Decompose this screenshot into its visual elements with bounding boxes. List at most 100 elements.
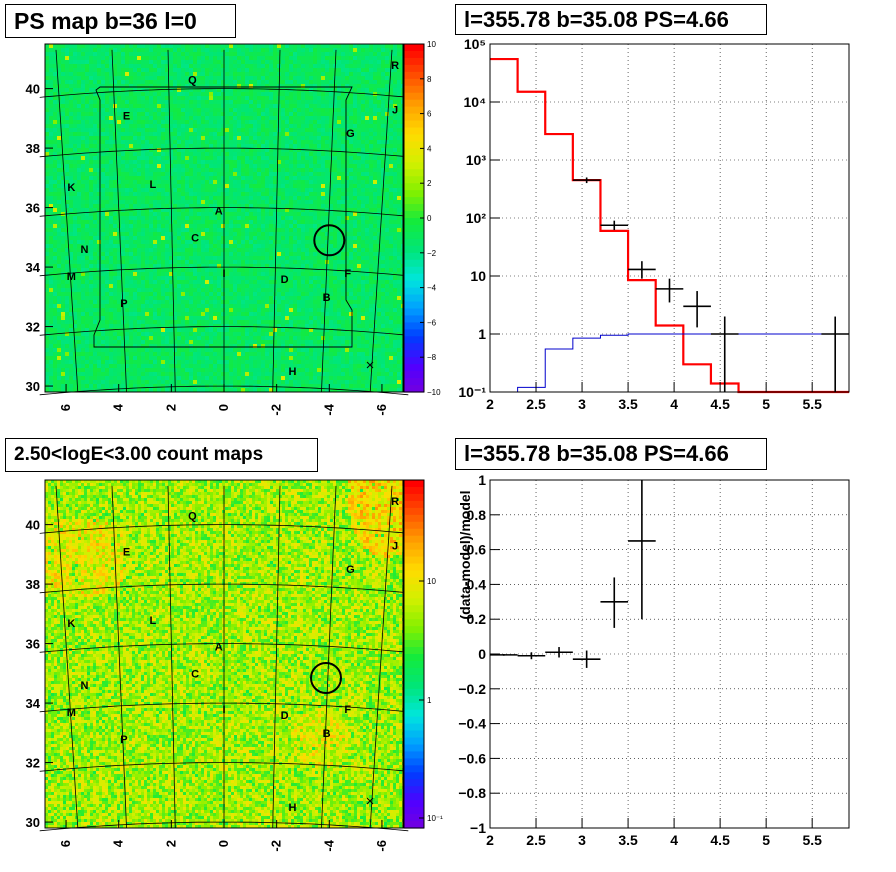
- map-label-a: A: [215, 642, 223, 654]
- x-tick-label: -2: [269, 404, 284, 416]
- x-tick-label: 5: [762, 396, 770, 412]
- longitude-line: [272, 485, 281, 829]
- x-tick-label: 5.5: [802, 396, 822, 412]
- colorbar-tick-label: 10: [427, 577, 436, 586]
- x-tick-label: -4: [321, 403, 336, 415]
- map-label-h: H: [288, 802, 296, 814]
- x-tick-label: 4: [670, 396, 678, 412]
- roi-outline: [93, 86, 353, 348]
- map-label-q: Q: [188, 75, 197, 87]
- x-tick-label: -6: [374, 404, 389, 416]
- longitude-line: [55, 485, 79, 829]
- longitude-line: [167, 485, 176, 829]
- colorbar-frame: [403, 479, 425, 829]
- x-tick-label: 4: [111, 839, 126, 847]
- colorbar-tick-label: 0: [427, 214, 432, 223]
- longitude-line: [321, 49, 337, 393]
- longitude-line: [55, 49, 79, 393]
- y-tick-label: 0.4: [467, 576, 487, 592]
- y-tick-label: −0.2: [458, 681, 486, 697]
- y-tick-label: −0.6: [458, 750, 486, 766]
- x-tick-label: 4: [111, 403, 126, 411]
- x-tick-label: 2: [486, 396, 494, 412]
- y-tick-label: −0.8: [458, 785, 486, 801]
- map-label-l: L: [150, 179, 157, 191]
- x-tick-label: 0: [216, 840, 231, 847]
- y-tick-label: 40: [26, 82, 40, 97]
- map-label-b: B: [323, 292, 331, 304]
- y-tick-label: 10⁻¹: [458, 384, 486, 400]
- y-tick-label: 32: [26, 756, 40, 771]
- cross-marker: [366, 797, 374, 805]
- map-label-d: D: [281, 710, 289, 722]
- y-tick-label: 10⁵: [464, 36, 486, 52]
- x-tick-label: 2.5: [526, 396, 546, 412]
- y-tick-label: 36: [26, 201, 40, 216]
- spectrum-title: l=355.78 b=35.08 PS=4.66: [455, 4, 767, 35]
- map-label-b: B: [323, 728, 331, 740]
- map-label-k: K: [67, 182, 75, 194]
- colorbar-tick-label: −2: [427, 249, 437, 258]
- y-tick-label: 38: [26, 141, 40, 156]
- map-label-p: P: [120, 734, 127, 746]
- map-label-q: Q: [188, 511, 197, 523]
- y-tick-label: 0.6: [467, 542, 487, 558]
- map-label-f: F: [344, 704, 351, 716]
- residual-title: l=355.78 b=35.08 PS=4.66: [455, 438, 767, 470]
- count-map-chart: RQEJGKLACNMIDFBPOH3032343638406420-2-4-6…: [26, 479, 443, 852]
- colorbar-tick-label: −8: [427, 353, 437, 362]
- coordinate-grid: [39, 485, 409, 832]
- map-label-f: F: [344, 268, 351, 280]
- y-tick-label: −0.4: [458, 716, 486, 732]
- y-tick-label: 0: [478, 646, 486, 662]
- y-axis-label: (data-model)/model: [457, 490, 473, 619]
- colorbar-tick-label: 10: [427, 40, 436, 49]
- map-label-m: M: [67, 707, 76, 719]
- map-label-g: G: [346, 128, 355, 140]
- y-tick-label: 10²: [466, 210, 487, 226]
- coordinate-grid: [39, 49, 409, 396]
- map-label-j: J: [392, 104, 398, 116]
- map-label-p: P: [120, 298, 127, 310]
- y-tick-label: 30: [26, 815, 40, 830]
- longitude-line: [111, 49, 127, 393]
- plot-frame: [489, 479, 850, 829]
- ps-map-title: PS map b=36 l=0: [5, 4, 236, 38]
- x-tick-label: 5: [762, 832, 770, 848]
- residual-chart: 2 2.5 3 3.5 4 4.5 5 5.5 −1 −0.8 −0.6 −0.4 −0.2 0 0.2 0.…: [457, 472, 850, 848]
- x-tick-label: 2.5: [526, 832, 546, 848]
- x-tick-label: 2: [163, 840, 178, 847]
- x-tick-label: 4.5: [710, 832, 730, 848]
- heatmap-cells: [45, 480, 403, 828]
- x-tick-label: 6: [58, 404, 73, 411]
- longitude-line: [111, 485, 127, 829]
- y-tick-label: 10⁴: [464, 94, 487, 110]
- colorbar-tick-label: −10: [427, 388, 441, 397]
- map-label-r: R: [391, 496, 399, 508]
- x-tick-label: 5.5: [802, 832, 822, 848]
- y-tick-label: −1: [470, 820, 486, 836]
- map-label-g: G: [346, 564, 355, 576]
- source-circle: [310, 662, 342, 694]
- y-tick-label: 40: [26, 518, 40, 533]
- map-label-l: L: [150, 615, 157, 627]
- map-label-e: E: [123, 110, 130, 122]
- colorbar-tick-label: 4: [427, 144, 432, 153]
- grid-lines: [490, 44, 849, 392]
- colorbar-tick-label: 10⁻¹: [427, 814, 443, 823]
- y-tick-label: 36: [26, 637, 40, 652]
- grid-lines: [490, 480, 849, 828]
- x-tick-label: 2: [486, 832, 494, 848]
- cross-marker: [366, 361, 374, 369]
- plot-frame: [489, 43, 850, 393]
- model-source-line: [490, 333, 849, 393]
- x-tick-label: -4: [321, 839, 336, 851]
- longitude-line: [369, 49, 393, 393]
- colorbar-tick-label: 1: [427, 696, 432, 705]
- spectrum-chart: 2 2.5 3 3.5 4 4.5 5 5.5 10⁻¹ 1 10 10² 10³ 10⁴ 10⁵: [458, 36, 850, 412]
- map-label-n: N: [81, 244, 89, 256]
- colorbar-tick-label: 8: [427, 75, 432, 84]
- ps-map-chart: RQEJGKLACNMIDFBPOH3032343638406420-2-4-6…: [26, 40, 442, 416]
- map-label-m: M: [67, 271, 76, 283]
- y-tick-label: 38: [26, 577, 40, 592]
